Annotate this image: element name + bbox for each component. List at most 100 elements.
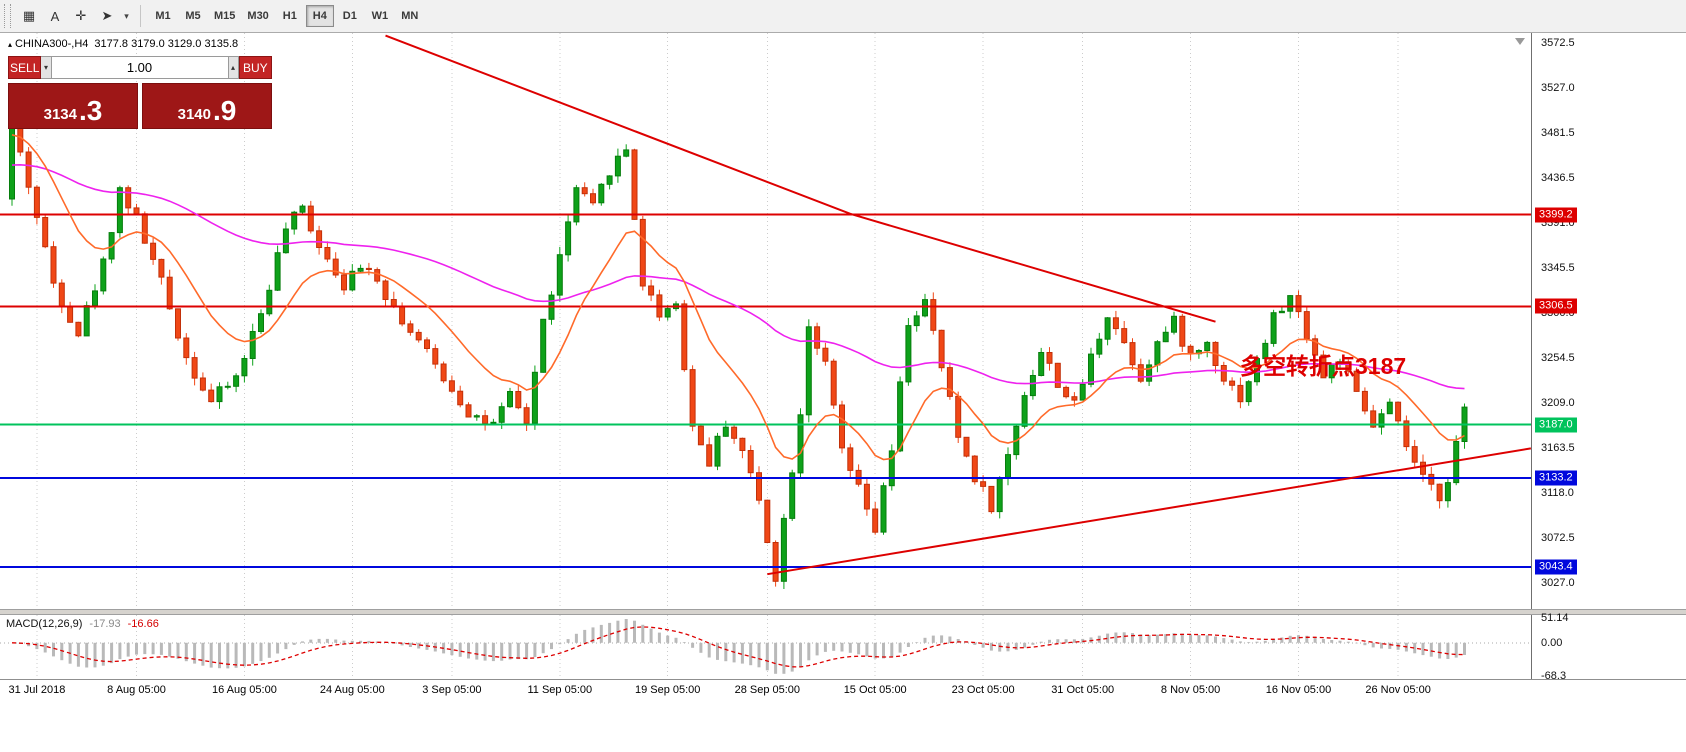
price-line-badge: 3043.4	[1535, 559, 1577, 575]
candle-body	[1353, 370, 1360, 392]
draw-tools-caret-icon[interactable]: ▾	[124, 10, 129, 21]
price-tick: 3027.0	[1541, 577, 1575, 590]
timeframe-mn[interactable]: MN	[401, 10, 419, 22]
candle-body	[1229, 380, 1236, 386]
candle-body	[996, 477, 1003, 513]
candle-body	[515, 391, 522, 409]
candle-body	[531, 371, 538, 424]
candle-body	[224, 385, 231, 388]
top-toolbar: ▦ A ✛ ➤ ▾ M1 M5 M15 M30 H1 H4 D1 W1 MN	[0, 0, 1686, 33]
candle-body	[374, 269, 381, 282]
price-line-badge: 3187.0	[1535, 417, 1577, 433]
macd-chart[interactable]	[0, 615, 1531, 679]
candle-body	[697, 425, 704, 446]
timeframe-h1[interactable]: H1	[282, 10, 297, 22]
time-tick: 8 Aug 05:00	[107, 684, 166, 696]
price-tick: 3481.5	[1541, 127, 1575, 140]
timeframe-d1[interactable]: D1	[342, 10, 357, 22]
candle-body	[971, 455, 978, 483]
candle-body	[141, 213, 148, 244]
candle-body	[756, 472, 762, 501]
candle-body	[938, 329, 945, 369]
collapse-arrow-icon[interactable]: ▴	[8, 40, 13, 49]
crosshair-icon[interactable]: ✛	[75, 8, 87, 23]
candle-body	[349, 270, 356, 291]
candle-body	[1220, 365, 1227, 382]
price-axis[interactable]: 3572.53527.03481.53436.53391.03345.53300…	[1531, 33, 1686, 609]
trend-line[interactable]	[385, 34, 1216, 323]
timeframe-m30[interactable]: M30	[247, 10, 269, 22]
candle-body	[1395, 401, 1402, 422]
candle-body	[432, 348, 439, 365]
candle-body	[1071, 396, 1078, 401]
trend-line[interactable]	[767, 447, 1531, 576]
timeframe-m1[interactable]: M1	[155, 10, 171, 22]
candle-body	[25, 151, 32, 188]
macd-value: -17.93	[89, 618, 121, 630]
candle-body	[1204, 341, 1211, 351]
candle-body	[1079, 383, 1086, 401]
toolbar-drag-handle[interactable]	[4, 4, 11, 28]
candle-body	[523, 407, 530, 424]
time-tick: 11 Sep 05:00	[527, 684, 593, 696]
price-line-badge: 3133.2	[1535, 470, 1577, 486]
candle-body	[67, 306, 74, 323]
text-label-icon[interactable]: A	[50, 8, 60, 24]
candle-body	[1154, 341, 1161, 366]
candle-body	[1411, 446, 1418, 463]
time-tick: 23 Oct 05:00	[951, 684, 1015, 696]
candle-body	[490, 421, 497, 424]
macd-tick: 51.14	[1541, 612, 1569, 624]
candle-body	[1146, 364, 1153, 382]
candle-body	[1038, 352, 1045, 376]
timeframe-m15[interactable]: M15	[214, 10, 236, 22]
bid-price-main: 3134	[43, 105, 77, 123]
time-tick: 15 Oct 05:00	[843, 684, 907, 696]
candle-body	[556, 254, 563, 296]
candle-body	[133, 207, 140, 215]
candle-body	[407, 323, 414, 333]
candle-body	[440, 363, 447, 382]
chart-symbol-line: ▴ CHINA300-,H4 3177.8 3179.0 3129.0 3135.8	[8, 38, 238, 50]
candle-body	[249, 331, 256, 359]
price-line-badge: 3399.2	[1535, 207, 1577, 223]
volume-up-icon[interactable]: ▴	[228, 56, 239, 79]
volume-input[interactable]	[51, 56, 229, 79]
candle-body	[1245, 381, 1252, 403]
candle-body	[590, 193, 596, 204]
candle-body	[241, 358, 248, 377]
draw-tools-icon[interactable]: ➤	[101, 8, 113, 23]
timeframe-w1[interactable]: W1	[371, 10, 389, 22]
candle-body	[274, 252, 281, 291]
timeframe-m5[interactable]: M5	[185, 10, 201, 22]
time-axis[interactable]: 31 Jul 2018 8 Aug 05:00 16 Aug 05:00 24 Aug…	[0, 679, 1686, 702]
chart-shift-marker[interactable]	[1515, 38, 1525, 45]
buy-button[interactable]: BUY	[238, 56, 272, 79]
volume-dropdown-icon[interactable]: ▾	[41, 56, 52, 79]
candle-body	[1436, 483, 1443, 502]
time-tick: 19 Sep 05:00	[634, 684, 701, 696]
bid-price-button[interactable]: 3134 .3	[8, 83, 138, 129]
candle-body	[731, 426, 738, 439]
candle-body	[266, 289, 273, 315]
candle-body	[42, 217, 49, 248]
price-tick: 3572.5	[1541, 36, 1575, 49]
panel-separator[interactable]	[0, 609, 1686, 615]
annotation-text: 多空转折点3187	[1240, 353, 1406, 379]
candle-body	[365, 267, 372, 270]
candle-body	[565, 221, 572, 256]
candle-body	[863, 483, 870, 510]
candle-body	[1295, 295, 1302, 313]
sell-button[interactable]: SELL	[8, 56, 42, 79]
symbols-grid-icon[interactable]: ▦	[22, 8, 36, 23]
candlestick-chart[interactable]: 多空转折点3187	[0, 33, 1531, 609]
candle-body	[1453, 441, 1460, 484]
candle-body	[150, 242, 157, 260]
ask-price-button[interactable]: 3140 .9	[142, 83, 272, 129]
candle-body	[1021, 395, 1028, 427]
candle-body	[689, 369, 696, 427]
symbol-label: CHINA300-,H4	[15, 38, 89, 50]
candle-body	[1378, 413, 1385, 428]
timeframe-h4[interactable]: H4	[305, 5, 334, 27]
candle-body	[1112, 317, 1119, 330]
